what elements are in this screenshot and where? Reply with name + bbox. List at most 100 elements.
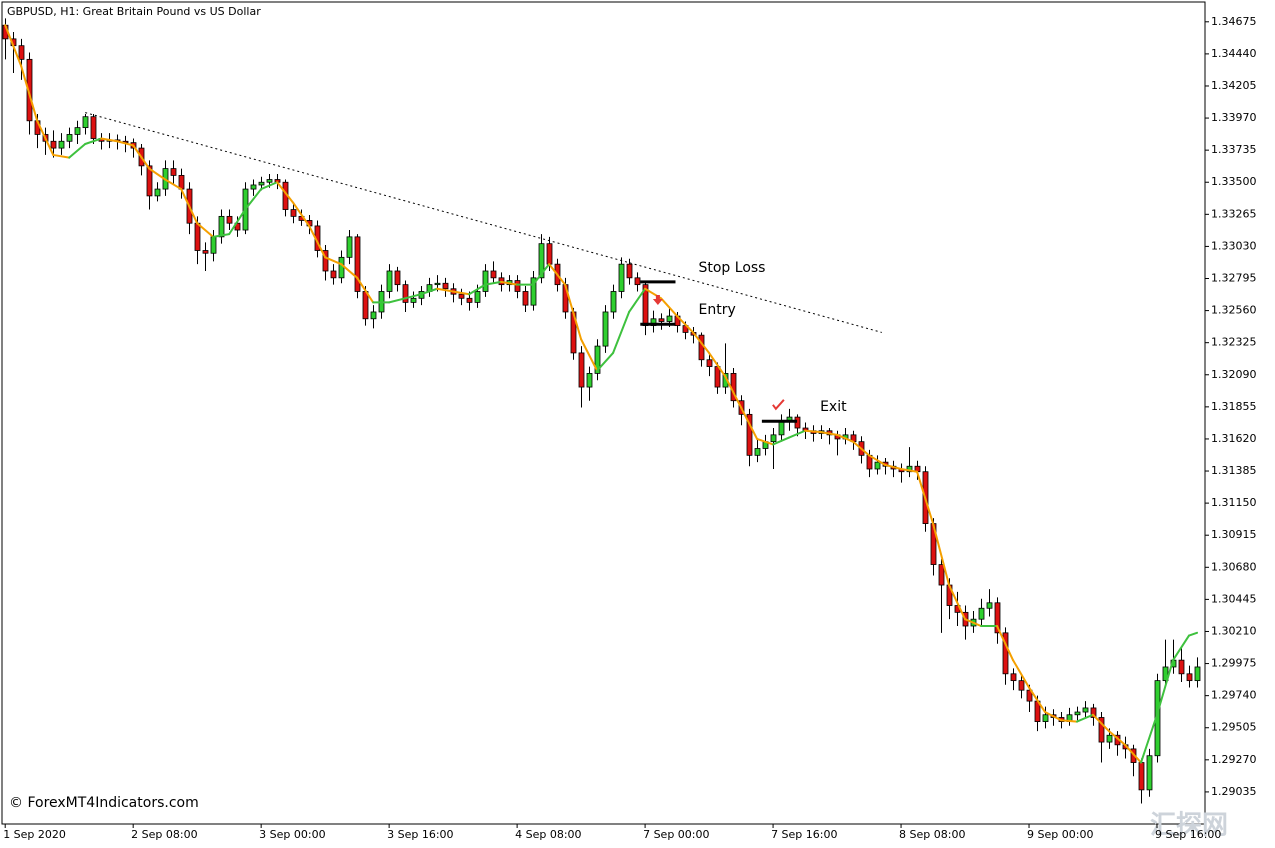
x-tick-label: 7 Sep 16:00 <box>771 828 837 841</box>
candle-body <box>58 140 65 149</box>
y-tick-label: 1.30210 <box>1211 624 1257 637</box>
indicator-line <box>1188 631 1199 637</box>
candle-body <box>490 270 497 279</box>
x-tick-label: 3 Sep 16:00 <box>387 828 453 841</box>
candle-body <box>1010 673 1017 682</box>
y-tick-label: 1.31150 <box>1211 496 1257 509</box>
indicator-line <box>884 463 903 470</box>
candle-body <box>250 184 257 190</box>
indicator-line <box>196 222 215 238</box>
indicator-line <box>548 263 567 286</box>
y-tick-label: 1.29505 <box>1211 721 1257 734</box>
indicator-line <box>228 208 247 236</box>
candle-body <box>410 297 417 303</box>
candle-body <box>938 564 945 586</box>
candle-body <box>578 352 585 388</box>
copyright: © ForexMT4Indicators.com <box>9 795 199 811</box>
x-tick-label: 9 Sep 16:00 <box>1155 828 1221 841</box>
y-tick-label: 1.30680 <box>1211 560 1257 573</box>
candle-body <box>338 256 345 279</box>
indicator-line <box>1060 719 1079 723</box>
candle-body <box>194 222 201 251</box>
candle-body <box>514 280 521 292</box>
indicator-line <box>676 315 695 334</box>
indicator-line <box>692 331 711 354</box>
x-tick-label: 1 Sep 2020 <box>3 828 66 841</box>
indicator-line <box>100 137 119 143</box>
candle-body <box>1106 734 1113 743</box>
indicator-line <box>1092 713 1111 733</box>
indicator-line <box>36 119 55 156</box>
indicator-line <box>1172 634 1191 662</box>
indicator-line <box>420 287 439 296</box>
indicator-line <box>212 233 231 238</box>
candle-body <box>330 270 337 279</box>
indicator-line <box>660 297 679 318</box>
indicator-line <box>260 181 279 191</box>
x-tick-label: 7 Sep 00:00 <box>643 828 709 841</box>
candle-body <box>634 277 641 286</box>
indicator-line <box>148 167 167 181</box>
indicator-line <box>964 618 983 628</box>
y-tick-label: 1.34205 <box>1211 79 1257 92</box>
candle-body <box>1018 680 1025 691</box>
candle-body <box>354 236 361 292</box>
candle-body <box>1194 666 1201 682</box>
candle-body <box>82 116 89 129</box>
y-tick-label: 1.30445 <box>1211 592 1257 605</box>
candle-body <box>1178 659 1185 675</box>
candle-body <box>1090 707 1097 718</box>
candle-body <box>530 277 537 306</box>
y-tick-label: 1.34675 <box>1211 15 1257 28</box>
indicator-line <box>68 143 87 159</box>
indicator-line <box>708 351 727 378</box>
candle-body <box>370 311 377 320</box>
indicator-line <box>820 431 839 436</box>
candle-body <box>658 318 665 322</box>
indicator-line <box>900 467 919 473</box>
candle-body <box>538 243 545 279</box>
candle-body <box>466 297 473 303</box>
indicator-line <box>996 625 1015 662</box>
signal-arrow <box>652 295 663 306</box>
indicator-line <box>612 310 631 354</box>
candle-body <box>1002 632 1009 675</box>
candle-body <box>994 602 1001 634</box>
indicator-line <box>1124 743 1143 764</box>
y-tick-label: 1.32090 <box>1211 368 1257 381</box>
x-tick-label: 2 Sep 08:00 <box>131 828 197 841</box>
candle-body <box>906 465 913 473</box>
candle-body <box>586 373 593 388</box>
y-tick-label: 1.31385 <box>1211 464 1257 477</box>
indicator-line <box>740 406 759 440</box>
y-tick-label: 1.29975 <box>1211 657 1257 670</box>
candle-body <box>226 215 233 224</box>
candle-body <box>1026 689 1033 702</box>
candle-body <box>218 215 225 238</box>
watermark: 汇探网 <box>1150 811 1228 841</box>
indicator-line <box>404 293 423 300</box>
indicator-line <box>468 283 487 296</box>
candle-body <box>714 366 721 388</box>
indicator-line <box>180 188 199 225</box>
indicator-line <box>388 297 407 304</box>
candle-body <box>394 270 401 286</box>
indicator-line <box>1044 711 1063 722</box>
candle-body <box>610 291 617 313</box>
x-tick-label: 4 Sep 08:00 <box>515 828 581 841</box>
indicator-line <box>868 454 887 466</box>
indicator-line <box>500 280 519 286</box>
indicator-line <box>436 287 455 293</box>
y-tick-label: 1.29740 <box>1211 689 1257 702</box>
indicator-line <box>756 437 775 446</box>
candle-body <box>458 293 465 299</box>
candle-body <box>522 291 529 306</box>
indicator-line <box>452 290 471 296</box>
indicator-line <box>532 263 551 286</box>
candle-body <box>258 181 265 186</box>
indicator-line <box>788 429 807 439</box>
candle-body <box>154 188 161 197</box>
candle-body <box>170 168 177 176</box>
candle-body <box>26 58 33 122</box>
indicator-line <box>52 153 71 159</box>
